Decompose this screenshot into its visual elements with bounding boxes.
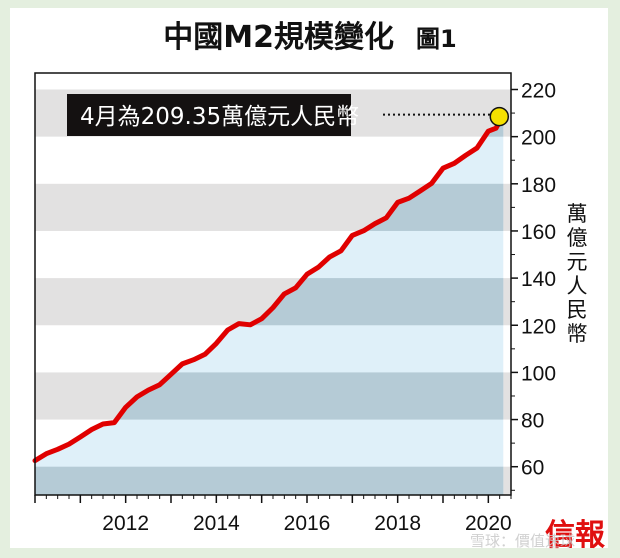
y-tick-label: 120 <box>521 315 556 338</box>
x-tick-label: 2012 <box>102 512 149 535</box>
x-tick-label: 2020 <box>465 512 512 535</box>
watermark: 雪球：價值速球 <box>470 532 576 550</box>
title-text: 中國M2規模變化 <box>163 20 395 55</box>
y-tick-label: 140 <box>521 268 556 291</box>
y-tick-label: 80 <box>521 410 544 433</box>
y-tick-label: 220 <box>521 80 556 103</box>
chart-title: 中國M2規模變化 圖1 <box>0 12 620 56</box>
x-tick-label: 2018 <box>374 512 421 535</box>
y-tick-label: 180 <box>521 174 556 197</box>
y-tick-label: 200 <box>521 127 556 150</box>
y-tick-label: 160 <box>521 221 556 244</box>
figure-label: 圖1 <box>416 25 457 53</box>
annotation-text: 4月為209.35萬億元人民幣 <box>80 104 359 130</box>
annotation-box <box>67 94 351 136</box>
y-axis-label: 萬億元人民幣 <box>566 202 588 346</box>
logo: 信報 <box>545 518 605 553</box>
x-tick-label: 2014 <box>193 512 240 535</box>
band-area-overlap <box>35 466 504 495</box>
latest-point-marker <box>489 106 510 127</box>
y-tick-label: 100 <box>521 362 556 385</box>
y-tick-label: 60 <box>521 457 544 480</box>
x-tick-label: 2016 <box>284 512 331 535</box>
m2-line <box>32 112 506 464</box>
